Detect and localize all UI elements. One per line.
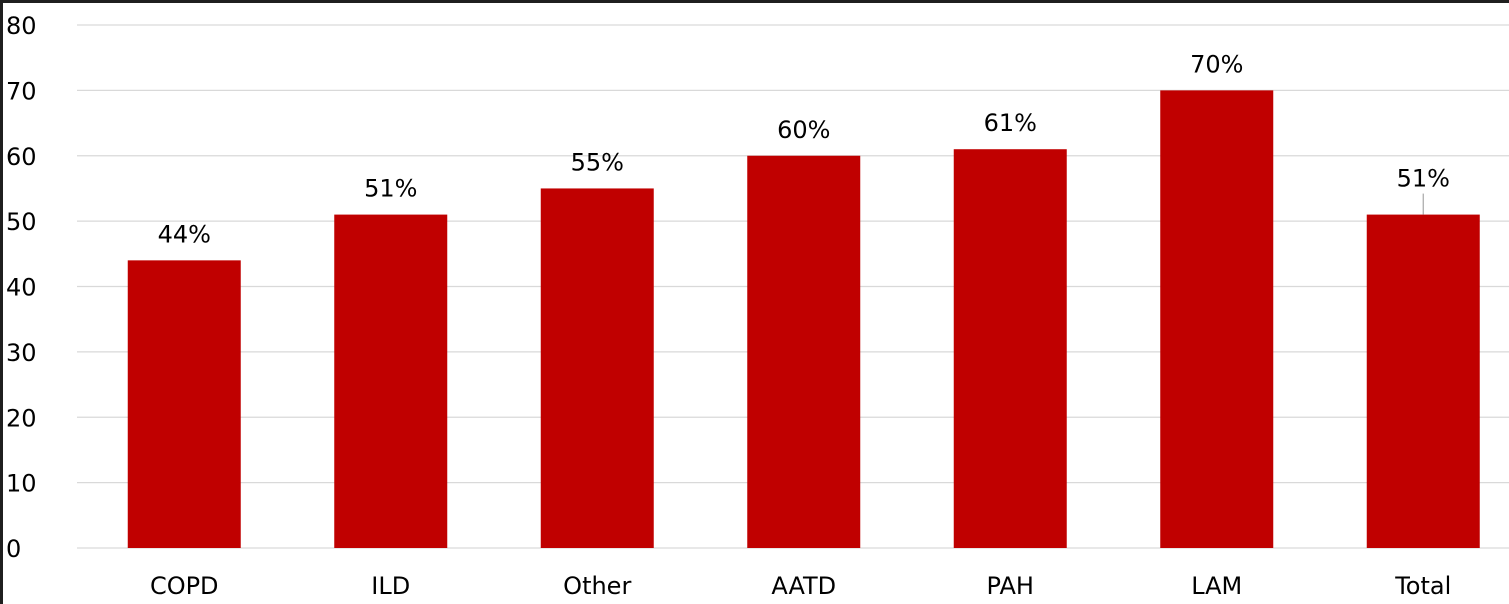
bar-aatd xyxy=(747,155,861,548)
category-label-lam: LAM xyxy=(1191,572,1242,600)
y-axis-ticks: 0 10 20 30 40 50 60 70 80 xyxy=(6,12,37,563)
bar-lam xyxy=(1160,90,1274,548)
data-label-pah: 61% xyxy=(984,109,1037,137)
category-label-total: Total xyxy=(1394,572,1451,600)
y-tick-label-30: 30 xyxy=(6,339,37,367)
y-tick-label-0: 0 xyxy=(6,535,21,563)
data-label-ild: 51% xyxy=(364,175,417,203)
y-tick-label-80: 80 xyxy=(6,12,37,40)
y-tick-label-50: 50 xyxy=(6,208,37,236)
bar-total xyxy=(1366,214,1480,548)
data-labels: 44% 51% 55% 60% 61% 70% 51% xyxy=(158,50,1450,248)
y-tick-label-20: 20 xyxy=(6,404,37,432)
category-label-other: Other xyxy=(563,572,631,600)
y-tick-label-40: 40 xyxy=(6,274,37,302)
category-label-aatd: AATD xyxy=(771,572,836,600)
data-label-aatd: 60% xyxy=(777,116,830,144)
y-tick-label-60: 60 xyxy=(6,143,37,171)
bar-layer xyxy=(127,90,1480,548)
data-label-copd: 44% xyxy=(158,220,211,248)
bar-copd xyxy=(127,260,241,548)
category-label-pah: PAH xyxy=(987,572,1034,600)
data-label-total: 51% xyxy=(1397,165,1450,193)
bar-other xyxy=(540,188,654,548)
bar-ild xyxy=(334,214,448,548)
category-label-copd: COPD xyxy=(150,572,219,600)
y-tick-label-10: 10 xyxy=(6,470,37,498)
y-tick-label-70: 70 xyxy=(6,77,37,105)
category-label-ild: ILD xyxy=(371,572,410,600)
data-label-lam: 70% xyxy=(1190,50,1243,78)
category-labels: COPD ILD Other AATD PAH LAM Total xyxy=(150,572,1451,600)
bar-pah xyxy=(953,149,1067,548)
data-label-other: 55% xyxy=(571,148,624,176)
